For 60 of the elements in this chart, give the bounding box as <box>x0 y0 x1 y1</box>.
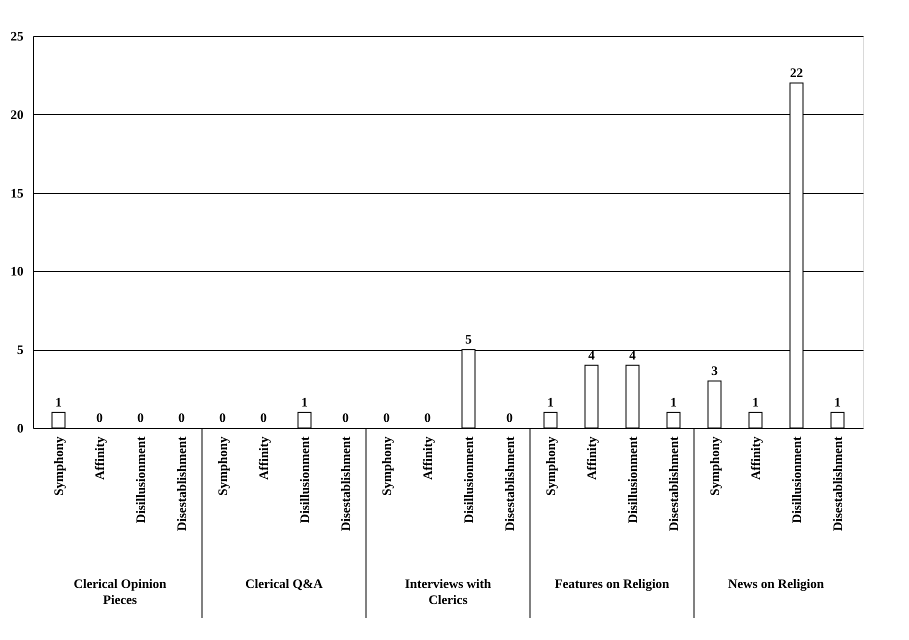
data-label: 1 <box>834 394 841 410</box>
x-tick-label: Disestablishment <box>174 436 189 532</box>
x-tick-label: Disestablishment <box>830 436 845 532</box>
data-label: 0 <box>260 410 267 425</box>
data-label: 0 <box>424 410 431 425</box>
data-label: 1 <box>301 394 308 410</box>
data-label: 0 <box>178 410 185 425</box>
data-label: 0 <box>506 410 513 425</box>
y-tick-label: 5 <box>17 342 24 358</box>
x-tick-label: Disestablishment <box>338 436 353 532</box>
bar <box>708 380 722 428</box>
bar <box>584 364 598 428</box>
data-label: 0 <box>137 410 144 425</box>
data-label: 1 <box>547 394 554 410</box>
bar <box>748 412 762 428</box>
x-tick-label: Symphony <box>51 436 66 496</box>
x-tick-label: Disillusionment <box>789 436 804 524</box>
text: News on Religion <box>728 576 825 591</box>
text: Clerical Q&A <box>245 576 324 591</box>
x-tick-label: Disillusionment <box>461 436 476 524</box>
bar <box>544 412 558 428</box>
x-tick-label: Symphony <box>215 436 230 496</box>
bar <box>666 412 680 428</box>
data-label: 0 <box>383 410 390 425</box>
y-tick-label: 10 <box>10 264 24 279</box>
x-tick-label: Disillusionment <box>625 436 640 524</box>
data-label: 0 <box>96 410 103 425</box>
bar <box>298 412 312 428</box>
text: Interviews with Clerics <box>404 576 492 607</box>
x-tick-label: Affinity <box>92 436 107 480</box>
data-label: 4 <box>629 347 636 362</box>
x-tick-label: Symphony <box>543 436 558 496</box>
x-tick-label: Affinity <box>420 436 435 480</box>
x-tick-label: Disillusionment <box>297 436 312 524</box>
data-label: 22 <box>790 65 803 80</box>
data-label: 0 <box>219 410 226 425</box>
x-tick-label: Disestablishment <box>666 436 681 532</box>
text: Features on Religion <box>554 576 670 591</box>
y-tick-label: 15 <box>10 185 24 200</box>
data-label: 1 <box>55 394 62 410</box>
x-tick-label: Affinity <box>584 436 599 480</box>
data-label: 5 <box>465 332 472 347</box>
y-tick-label: 0 <box>17 420 24 436</box>
y-tick-label: 20 <box>10 106 24 122</box>
x-tick-label: Disestablishment <box>502 436 517 532</box>
data-label: 4 <box>588 347 596 362</box>
data-label: 1 <box>670 394 677 410</box>
data-label: 3 <box>711 362 718 378</box>
text: Clerical Opinion Pieces <box>74 576 168 607</box>
bar <box>52 412 66 428</box>
y-tick-label: 25 <box>10 28 24 44</box>
x-tick-label: Affinity <box>748 436 763 480</box>
data-label: 1 <box>752 394 759 410</box>
bar <box>830 412 844 428</box>
x-tick-label: Symphony <box>379 436 394 496</box>
x-tick-label: Symphony <box>707 436 722 496</box>
x-tick-label: Disillusionment <box>133 436 148 524</box>
data-label: 0 <box>342 410 349 425</box>
bar <box>626 364 640 428</box>
x-tick-label: Affinity <box>256 436 271 480</box>
